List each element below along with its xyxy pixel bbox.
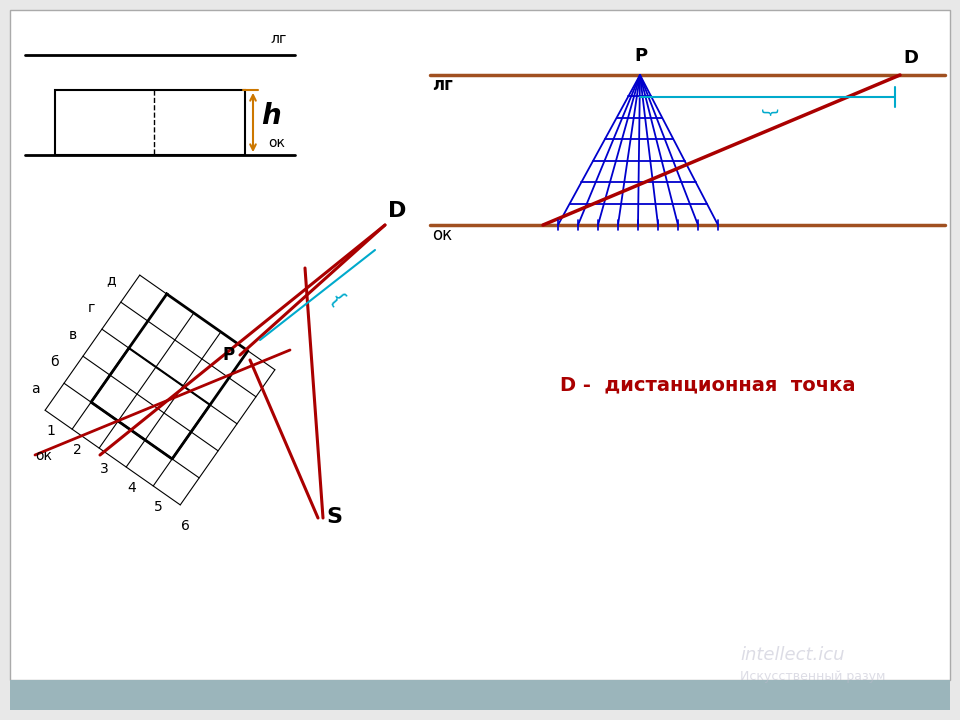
Text: лг: лг — [270, 32, 286, 46]
Text: ок: ок — [432, 226, 452, 244]
Text: 2: 2 — [73, 443, 82, 457]
Text: P: P — [222, 346, 234, 364]
Text: D: D — [388, 201, 406, 221]
Text: б: б — [50, 355, 59, 369]
Text: Искусственный разум: Искусственный разум — [740, 670, 885, 683]
Text: {: { — [325, 289, 348, 311]
Text: д: д — [106, 274, 115, 287]
Text: ок: ок — [35, 449, 52, 463]
Text: D -  дистанционная  точка: D - дистанционная точка — [560, 375, 855, 394]
Text: S: S — [326, 507, 342, 527]
Text: {: { — [761, 104, 779, 115]
Text: 6: 6 — [181, 519, 190, 533]
Text: г: г — [88, 301, 96, 315]
Text: 3: 3 — [100, 462, 109, 476]
Text: 4: 4 — [128, 481, 136, 495]
Text: 1: 1 — [46, 424, 55, 438]
Text: в: в — [69, 328, 77, 342]
Text: ок: ок — [268, 136, 285, 150]
Bar — [55, 90, 245, 155]
Text: 5: 5 — [155, 500, 163, 514]
Bar — [10, 680, 950, 710]
Text: а: а — [31, 382, 39, 396]
Text: лг: лг — [432, 76, 453, 94]
Text: D: D — [903, 49, 918, 67]
Text: h: h — [261, 102, 280, 130]
Text: intellect.icu: intellect.icu — [740, 646, 845, 664]
Text: P: P — [634, 47, 647, 65]
